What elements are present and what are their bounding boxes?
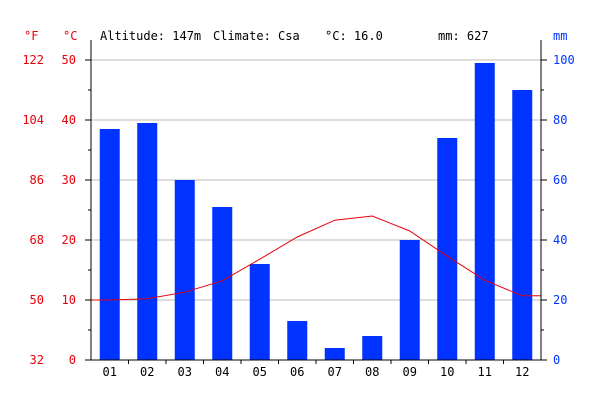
fahrenheit-tick-label: 50 xyxy=(30,293,44,307)
month-label: 08 xyxy=(365,365,379,379)
precipitation-tick-label: 100 xyxy=(553,53,575,67)
precipitation-bars xyxy=(99,63,533,360)
precipitation-bar xyxy=(137,123,158,360)
precipitation-bar xyxy=(399,240,420,360)
precipitation-bar xyxy=(474,63,495,360)
precipitation-unit-label: mm xyxy=(553,29,567,43)
celsius-tick-label: 30 xyxy=(62,173,76,187)
month-label: 01 xyxy=(103,365,117,379)
month-label: 03 xyxy=(178,365,192,379)
fahrenheit-tick-label: 68 xyxy=(30,233,44,247)
month-label: 06 xyxy=(290,365,304,379)
precipitation-bar xyxy=(287,321,308,360)
precipitation-tick-label: 20 xyxy=(553,293,567,307)
month-label: 09 xyxy=(403,365,417,379)
precipitation-bar xyxy=(212,207,233,360)
precipitation-tick-label: 60 xyxy=(553,173,567,187)
precipitation-tick-label: 0 xyxy=(553,353,560,367)
header-precipitation: mm: 627 xyxy=(438,29,489,43)
fahrenheit-unit-label: °F xyxy=(24,29,38,43)
month-label: 02 xyxy=(140,365,154,379)
celsius-tick-label: 10 xyxy=(62,293,76,307)
precipitation-bar xyxy=(249,264,270,360)
gridlines xyxy=(91,59,541,301)
precipitation-bar xyxy=(99,129,120,360)
header: Altitude: 147m Climate: Csa °C: 16.0 mm:… xyxy=(100,29,489,43)
month-label: 10 xyxy=(440,365,454,379)
temperature-line xyxy=(91,215,541,301)
fahrenheit-tick-label: 104 xyxy=(22,113,44,127)
month-label: 07 xyxy=(328,365,342,379)
precipitation-bar xyxy=(437,138,458,360)
month-label: 12 xyxy=(515,365,529,379)
precipitation-bar xyxy=(324,348,345,360)
header-altitude: Altitude: 147m xyxy=(100,29,201,43)
tick-labels: 50 122 40 104 30 86 20 68 10 50 0 32 100 80 60 40 20 0 01 0… xyxy=(22,53,574,379)
celsius-unit-label: °C xyxy=(63,29,77,43)
precipitation-bar xyxy=(362,336,383,360)
precipitation-bar xyxy=(512,90,533,360)
fahrenheit-tick-label: 32 xyxy=(30,353,44,367)
header-climate: Climate: Csa xyxy=(213,29,300,43)
temperature-line-group xyxy=(91,215,541,301)
month-label: 04 xyxy=(215,365,229,379)
fahrenheit-tick-label: 122 xyxy=(22,53,44,67)
month-label: 11 xyxy=(478,365,492,379)
precipitation-bar xyxy=(174,180,195,360)
header-temperature: °C: 16.0 xyxy=(325,29,383,43)
celsius-tick-label: 0 xyxy=(69,353,76,367)
precipitation-tick-label: 40 xyxy=(553,233,567,247)
precipitation-tick-label: 80 xyxy=(553,113,567,127)
month-label: 05 xyxy=(253,365,267,379)
axes xyxy=(85,40,547,364)
celsius-tick-label: 40 xyxy=(62,113,76,127)
celsius-tick-label: 20 xyxy=(62,233,76,247)
celsius-tick-label: 50 xyxy=(62,53,76,67)
fahrenheit-tick-label: 86 xyxy=(30,173,44,187)
